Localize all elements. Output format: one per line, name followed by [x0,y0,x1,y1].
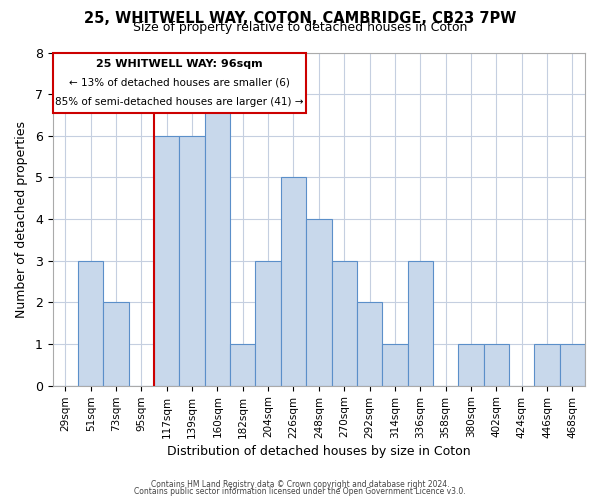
Y-axis label: Number of detached properties: Number of detached properties [15,120,28,318]
X-axis label: Distribution of detached houses by size in Coton: Distribution of detached houses by size … [167,444,470,458]
Bar [382,344,407,386]
FancyBboxPatch shape [53,52,306,113]
Bar [332,261,357,386]
Bar [306,219,332,386]
Bar [154,136,179,386]
Bar [256,261,281,386]
Text: Contains public sector information licensed under the Open Government Licence v3: Contains public sector information licen… [134,487,466,496]
Bar [230,344,256,386]
Text: 25, WHITWELL WAY, COTON, CAMBRIDGE, CB23 7PW: 25, WHITWELL WAY, COTON, CAMBRIDGE, CB23… [84,11,516,26]
Bar [357,302,382,386]
Bar [281,178,306,386]
Bar [78,261,103,386]
Text: 25 WHITWELL WAY: 96sqm: 25 WHITWELL WAY: 96sqm [96,59,263,69]
Bar [179,136,205,386]
Bar [560,344,585,386]
Bar [407,261,433,386]
Bar [484,344,509,386]
Text: 85% of semi-detached houses are larger (41) →: 85% of semi-detached houses are larger (… [55,96,304,106]
Text: Size of property relative to detached houses in Coton: Size of property relative to detached ho… [133,22,467,35]
Bar [458,344,484,386]
Bar [535,344,560,386]
Bar [205,94,230,386]
Bar [103,302,129,386]
Text: ← 13% of detached houses are smaller (6): ← 13% of detached houses are smaller (6) [69,78,290,88]
Text: Contains HM Land Registry data © Crown copyright and database right 2024.: Contains HM Land Registry data © Crown c… [151,480,449,489]
